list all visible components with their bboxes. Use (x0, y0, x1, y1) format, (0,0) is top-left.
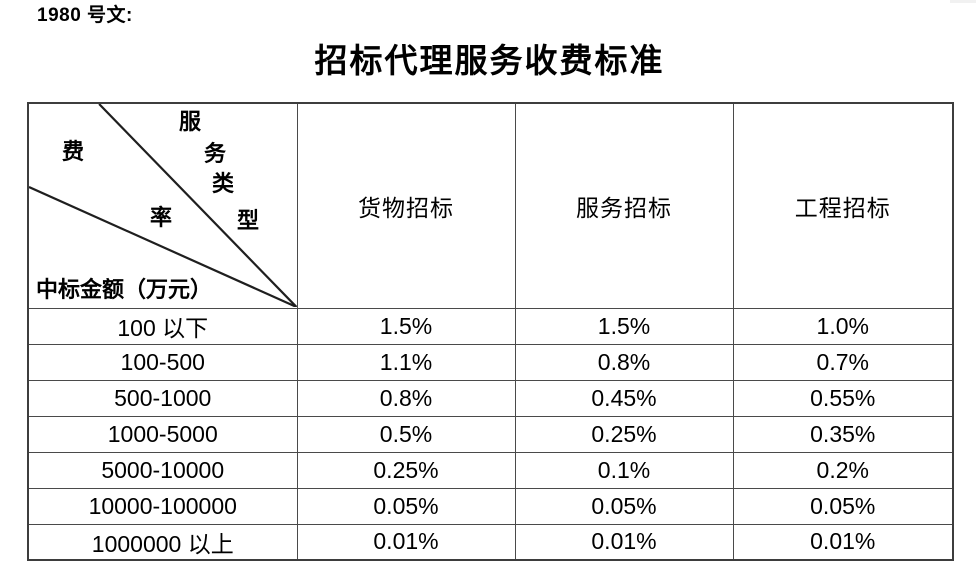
fee-cell: 0.55% (732, 379, 954, 417)
row-label: 10000-100000 (27, 487, 298, 525)
column-header-goods: 货物招标 (296, 102, 516, 309)
fee-cell: 0.25% (296, 451, 516, 489)
table-row: 10000-100000 0.05% 0.05% 0.05% (27, 487, 954, 525)
fee-cell: 0.5% (296, 415, 516, 453)
fee-table: 服 务 类 型 费 率 中标金额（万元） 货物招标 服务招标 工程招标 100 … (27, 102, 954, 561)
corner-char-service-4: 型 (237, 208, 260, 234)
fee-cell: 1.0% (732, 307, 954, 345)
diagonal-line-upper (98, 104, 296, 307)
row-label: 500-1000 (27, 379, 298, 417)
fee-cell: 0.05% (296, 487, 516, 525)
fee-cell: 0.1% (514, 451, 734, 489)
table-row: 100 以下 1.5% 1.5% 1.0% (27, 307, 954, 345)
table-row: 1000000 以上 0.01% 0.01% 0.01% (27, 523, 954, 561)
corner-char-service-3: 类 (212, 171, 235, 197)
fee-cell: 0.05% (514, 487, 734, 525)
column-header-services: 服务招标 (514, 102, 734, 309)
row-label: 100-500 (27, 343, 298, 381)
diagonal-lines (29, 104, 296, 307)
row-label: 100 以下 (27, 307, 298, 345)
fee-cell: 1.5% (514, 307, 734, 345)
corner-char-service-2: 务 (204, 141, 227, 167)
fee-cell: 0.01% (296, 523, 516, 561)
corner-char-service-1: 服 (179, 109, 202, 135)
table-row: 1000-5000 0.5% 0.25% 0.35% (27, 415, 954, 453)
fee-cell: 0.01% (514, 523, 734, 561)
fee-cell: 0.01% (732, 523, 954, 561)
row-label: 5000-10000 (27, 451, 298, 489)
row-label: 1000000 以上 (27, 523, 298, 561)
fee-table-body: 100 以下 1.5% 1.5% 1.0% 100-500 1.1% 0.8% … (27, 307, 954, 561)
fee-cell: 0.25% (514, 415, 734, 453)
fee-cell: 0.8% (296, 379, 516, 417)
fee-cell: 0.45% (514, 379, 734, 417)
corner-char-rate-2: 率 (150, 205, 173, 231)
title-area: 招标代理服务收费标准 (27, 44, 952, 82)
column-header-works: 工程招标 (732, 102, 954, 309)
corner-cell: 服 务 类 型 费 率 中标金额（万元） (27, 102, 298, 309)
fee-cell: 0.7% (732, 343, 954, 381)
row-label: 1000-5000 (27, 415, 298, 453)
header-row: 服 务 类 型 费 率 中标金额（万元） 货物招标 服务招标 工程招标 (27, 102, 954, 309)
top-right-artifact (950, 0, 976, 3)
fee-cell: 0.35% (732, 415, 954, 453)
page-title: 招标代理服务收费标准 (314, 44, 665, 80)
table-row: 5000-10000 0.25% 0.1% 0.2% (27, 451, 954, 489)
diagonal-line-lower (29, 186, 296, 307)
table-row: 100-500 1.1% 0.8% 0.7% (27, 343, 954, 381)
table-row: 500-1000 0.8% 0.45% 0.55% (27, 379, 954, 417)
corner-amount-label: 中标金额（万元） (36, 277, 213, 303)
fee-cell: 0.8% (514, 343, 734, 381)
fee-cell: 0.05% (732, 487, 954, 525)
fee-cell: 1.5% (296, 307, 516, 345)
corner-char-rate-1: 费 (62, 139, 85, 165)
corner-cell-inner: 服 务 类 型 费 率 中标金额（万元） (29, 104, 296, 307)
fee-cell: 0.2% (732, 451, 954, 489)
doc-label: 1980 号文: (37, 5, 133, 26)
fee-cell: 1.1% (296, 343, 516, 381)
